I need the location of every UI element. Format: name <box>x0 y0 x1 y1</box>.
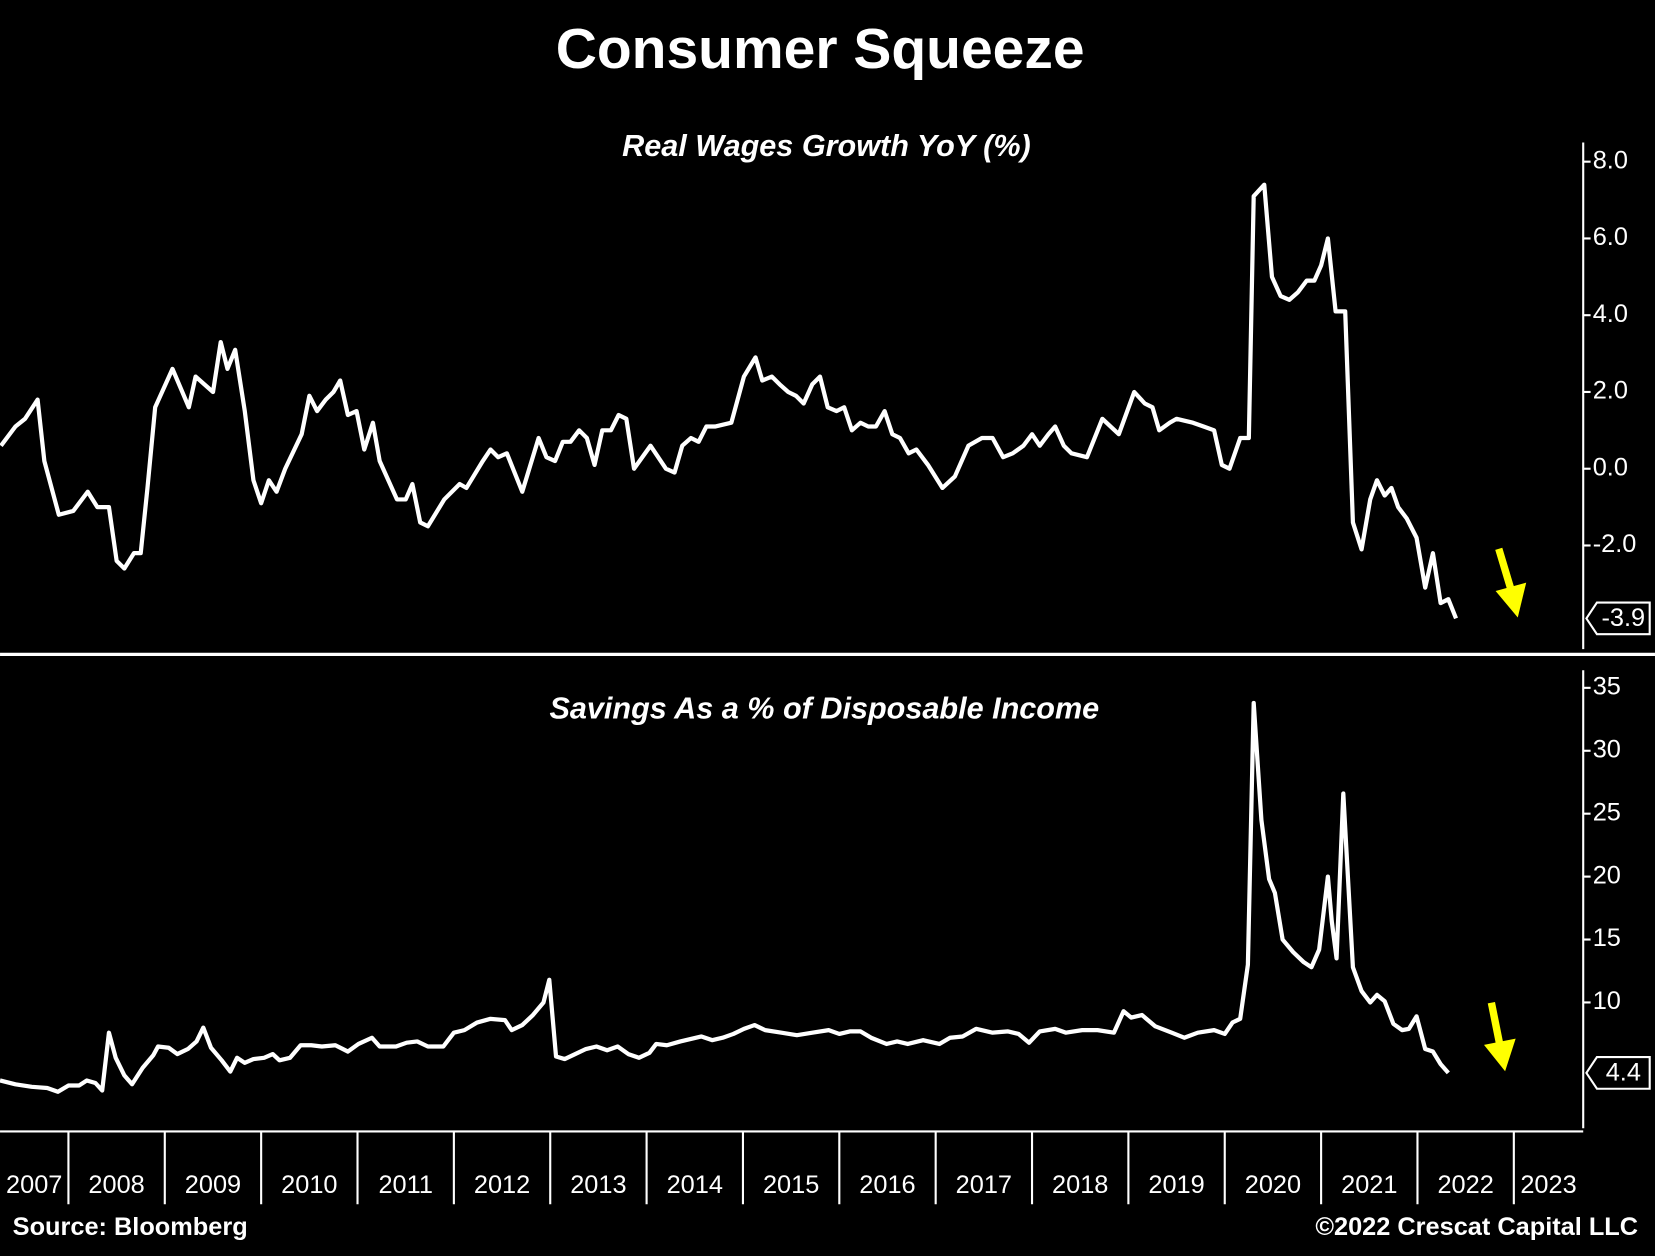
y-tick-label: -2.0 <box>1593 530 1637 558</box>
x-tick-label: 2023 <box>1520 1171 1576 1199</box>
y-tick-label: 15 <box>1593 924 1621 952</box>
panel-title: Savings As a % of Disposable Income <box>549 691 1099 725</box>
x-tick-label: 2009 <box>185 1171 241 1199</box>
panel-title: Real Wages Growth YoY (%) <box>622 129 1031 163</box>
y-tick-label: 30 <box>1593 735 1621 763</box>
y-tick-label: 6.0 <box>1593 223 1628 251</box>
x-tick-label: 2013 <box>570 1171 626 1199</box>
annotation-arrow <box>1483 1001 1516 1072</box>
y-tick-label: 35 <box>1593 673 1621 701</box>
last-value-tag: 4.4 <box>1585 1056 1651 1090</box>
x-tick-label: 2022 <box>1437 1171 1493 1199</box>
last-value-label: 4.4 <box>1606 1059 1641 1087</box>
x-tick-label: 2016 <box>859 1171 915 1199</box>
annotation-arrow <box>1495 547 1527 618</box>
y-tick-label: 4.0 <box>1593 300 1628 328</box>
source-note: Source: Bloomberg <box>13 1213 248 1241</box>
y-tick-label: 2.0 <box>1593 377 1628 405</box>
x-tick-label: 2020 <box>1245 1171 1301 1199</box>
line-series <box>0 700 1450 1094</box>
x-tick-label: 2010 <box>281 1171 337 1199</box>
x-tick-label: 2011 <box>378 1171 432 1199</box>
x-tick-label: 2019 <box>1148 1171 1204 1199</box>
x-tick-label: 2014 <box>667 1171 723 1199</box>
y-tick-label: 10 <box>1593 987 1621 1015</box>
y-tick-label: 20 <box>1593 861 1621 889</box>
y-tick-label: 25 <box>1593 798 1621 826</box>
line-series <box>0 182 1458 620</box>
x-tick-label: 2017 <box>956 1171 1012 1199</box>
x-tick-label: 2012 <box>474 1171 530 1199</box>
x-tick-label: 2021 <box>1341 1171 1397 1199</box>
x-tick-label: 2018 <box>1052 1171 1108 1199</box>
last-value-box <box>1585 601 1651 636</box>
x-tick-label: 2007 <box>6 1171 62 1199</box>
last-value-tag: -3.9 <box>1585 601 1651 636</box>
chart-title: Consumer Squeeze <box>556 17 1085 81</box>
y-tick-label: 8.0 <box>1593 146 1628 174</box>
x-tick-label: 2008 <box>88 1171 144 1199</box>
last-value-box <box>1585 1056 1651 1090</box>
y-tick-label: 0.0 <box>1593 453 1628 481</box>
credit-note: ©2022 Crescat Capital LLC <box>1315 1213 1638 1241</box>
x-tick-label: 2015 <box>763 1171 819 1199</box>
last-value-label: -3.9 <box>1601 604 1645 632</box>
